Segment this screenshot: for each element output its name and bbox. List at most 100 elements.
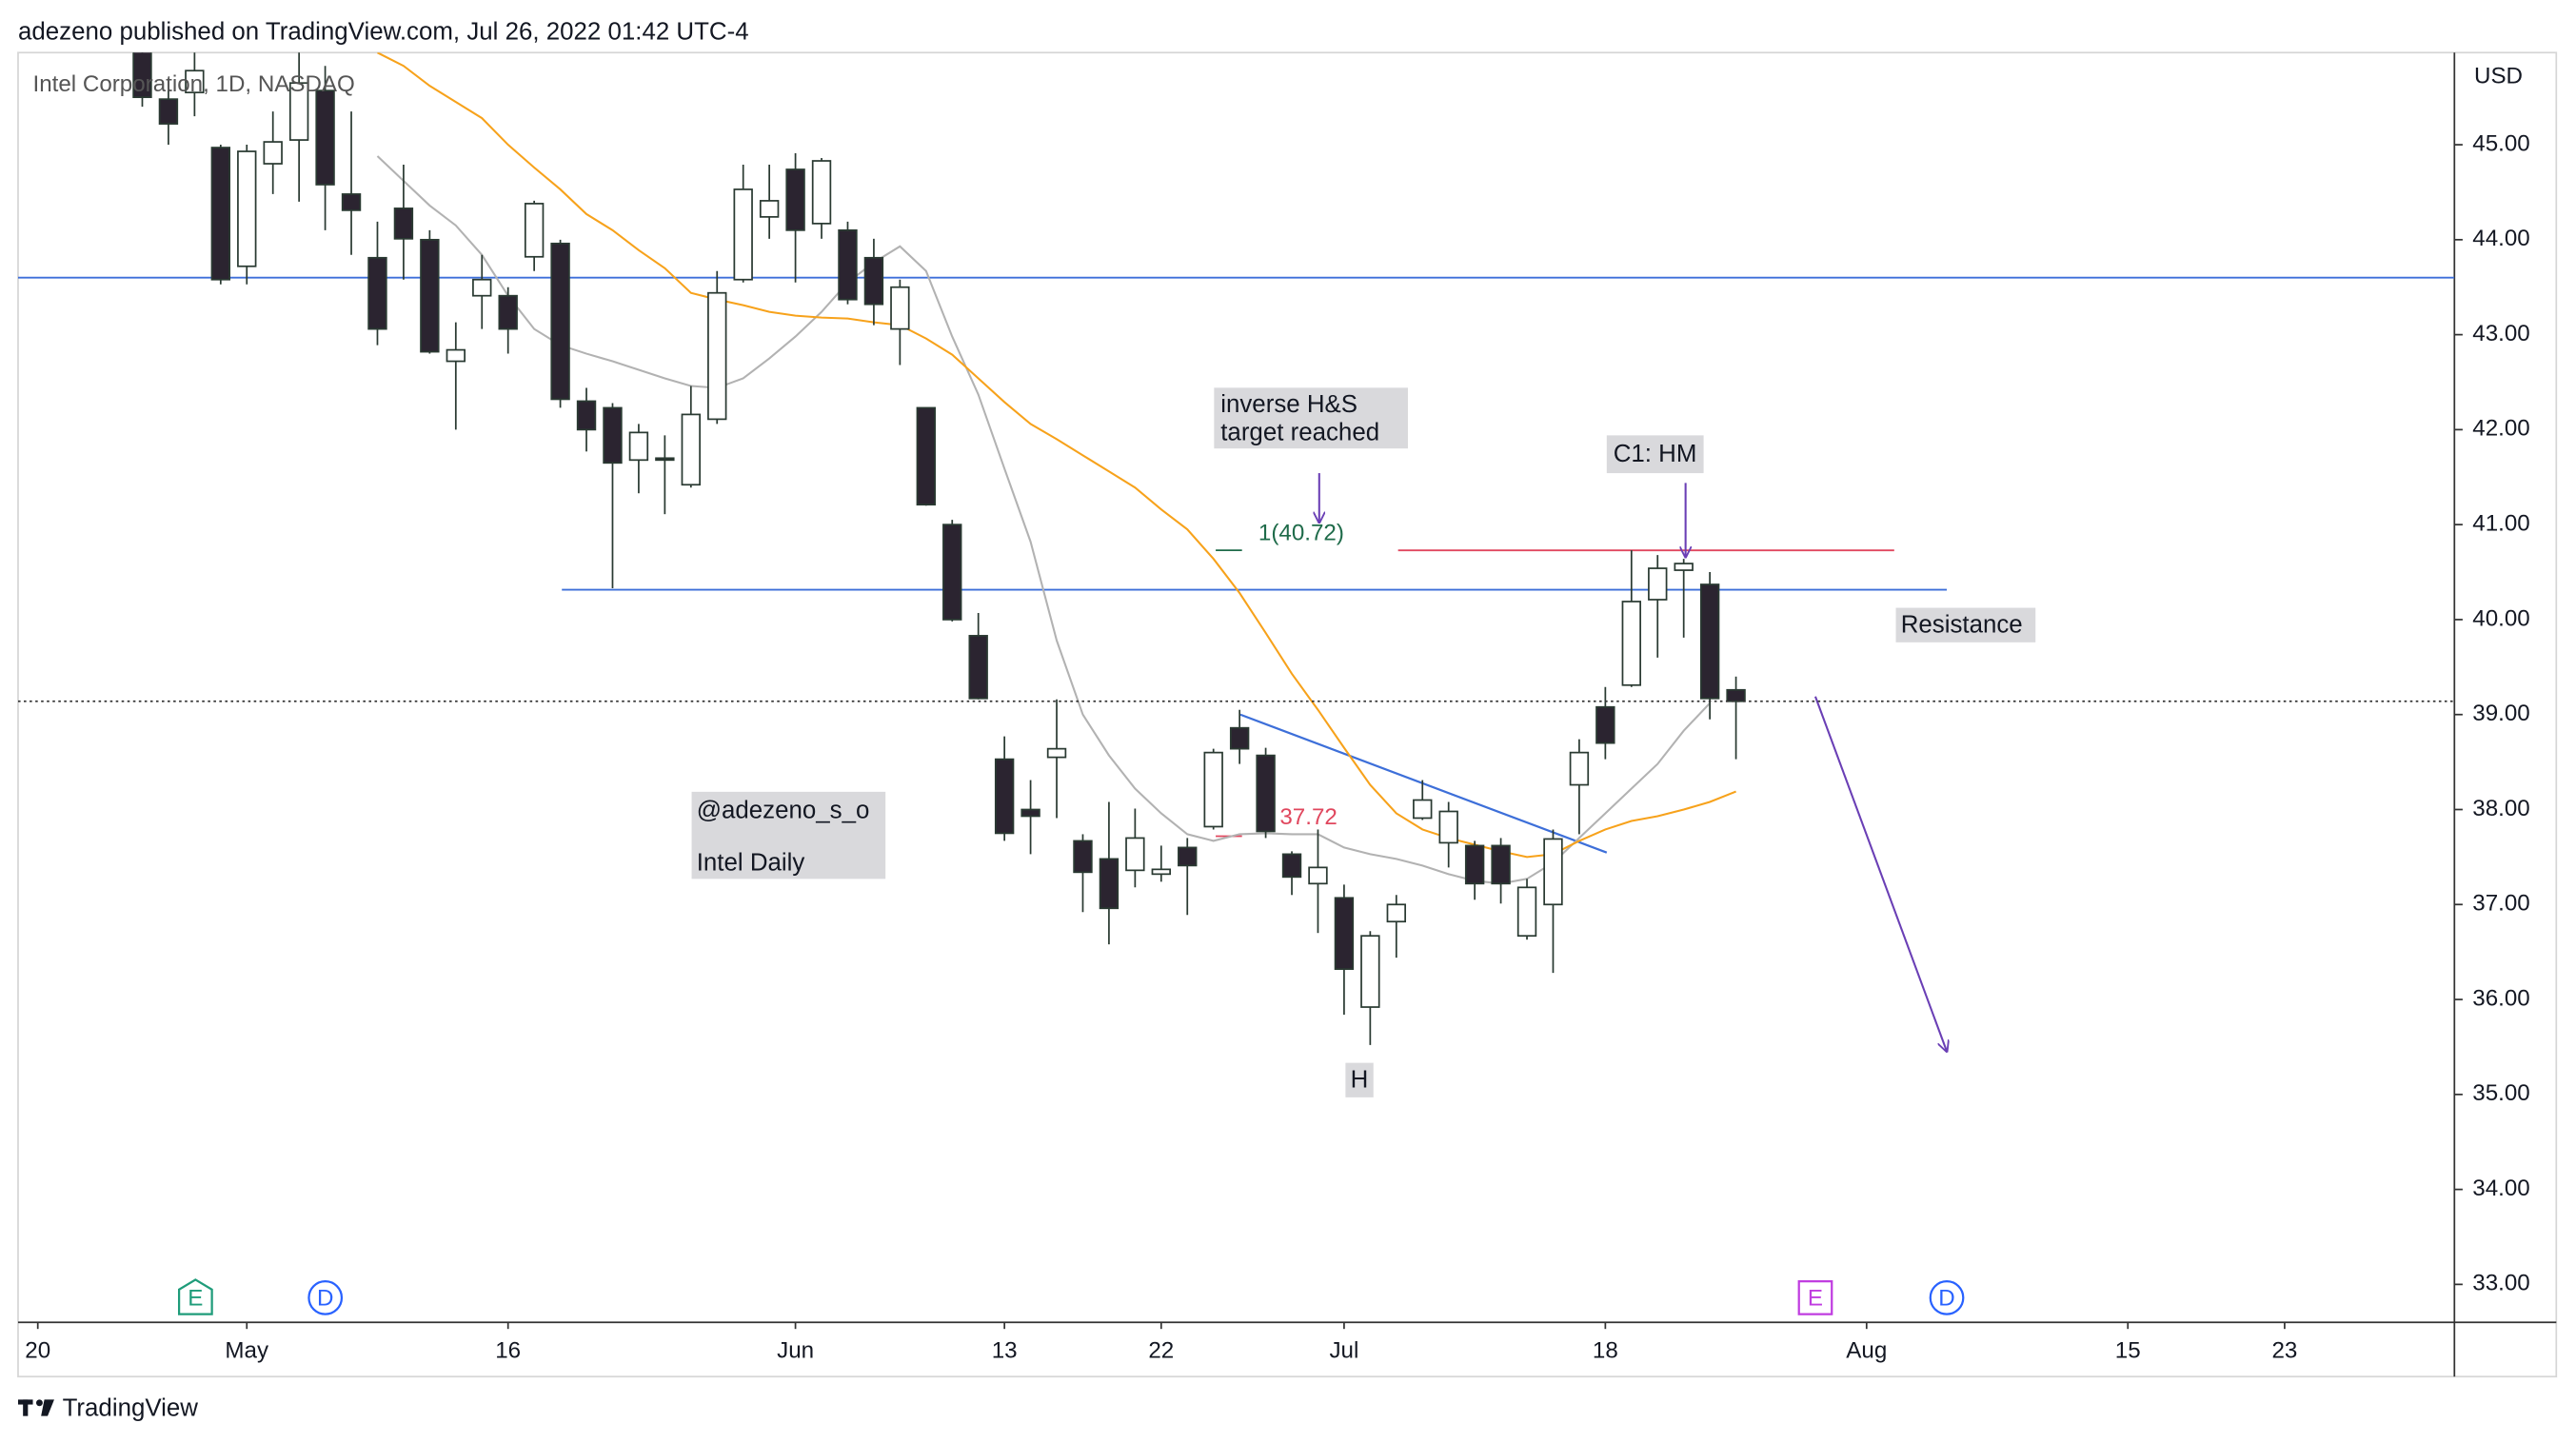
note-box	[1345, 1062, 1374, 1097]
candle-body	[603, 406, 623, 465]
earnings-marker[interactable]	[177, 1278, 213, 1315]
candle-body	[994, 758, 1015, 835]
event-label: D	[1938, 1285, 1954, 1311]
note-box	[1895, 607, 2036, 642]
x-tick-label: Jun	[777, 1338, 814, 1364]
candle-body	[524, 203, 545, 258]
event-label: E	[188, 1285, 203, 1311]
candle-body	[681, 413, 702, 486]
note: @adezeno_s_o	[697, 797, 870, 823]
dividend-marker[interactable]	[307, 1280, 344, 1315]
drawings	[17, 52, 2455, 1051]
fib-label: 1(40.72)	[1258, 520, 1344, 545]
candle-body	[210, 147, 231, 281]
candle-body	[838, 228, 858, 301]
x-tick-label: 23	[2271, 1338, 2297, 1364]
candle-body	[916, 406, 937, 506]
moving-average	[376, 155, 1711, 885]
candle-body	[628, 431, 649, 462]
candle-body	[341, 193, 362, 211]
x-tick-label: May	[225, 1338, 269, 1364]
candle-body	[1621, 601, 1641, 686]
candle-body	[890, 286, 910, 330]
candle-body	[393, 208, 414, 240]
candle-body	[498, 294, 518, 330]
note: H	[1351, 1066, 1369, 1093]
candle-body	[158, 98, 179, 125]
y-tick-label: 34.00	[2472, 1176, 2529, 1201]
candle-body	[1464, 844, 1485, 885]
candle-body	[1726, 688, 1746, 702]
y-tick-label: 37.00	[2472, 891, 2529, 917]
candle-body	[1178, 846, 1198, 867]
candle-body	[367, 256, 387, 330]
candle-body	[707, 291, 727, 421]
x-tick-label: 15	[2115, 1338, 2141, 1364]
earnings-marker[interactable]	[1797, 1280, 1833, 1315]
event-label: E	[1808, 1285, 1823, 1311]
x-tick-label: 20	[25, 1338, 50, 1364]
candle-body	[1595, 705, 1615, 744]
note-box	[1606, 435, 1704, 474]
candle-body	[1281, 853, 1302, 879]
candle-body	[472, 278, 492, 297]
currency: USD	[2474, 64, 2523, 89]
note: Intel Daily	[697, 850, 805, 877]
x-tick-label: Jul	[1329, 1338, 1358, 1364]
candle-body	[1229, 726, 1250, 750]
dividend-marker[interactable]	[1929, 1280, 1965, 1315]
candle-body	[550, 242, 570, 401]
candle-body	[237, 150, 257, 267]
candle-body	[1438, 810, 1458, 844]
candle-body	[655, 457, 675, 462]
x-tick-label: 16	[495, 1338, 521, 1364]
candle-body	[576, 400, 597, 431]
candle-body	[1360, 935, 1380, 1008]
note: Resistance	[1901, 611, 2023, 638]
frame	[17, 51, 2558, 1378]
y-tick-label: 43.00	[2472, 321, 2529, 346]
x-tick-label: 13	[992, 1338, 1018, 1364]
candle-body	[1491, 844, 1511, 885]
candle-body	[315, 89, 335, 186]
candle-body	[1413, 799, 1433, 820]
trend-line	[1239, 713, 1608, 854]
candle-body	[968, 635, 988, 700]
y-tick-label: 45.00	[2472, 130, 2529, 156]
candle-body	[1648, 567, 1668, 601]
candle-body	[288, 82, 309, 141]
x-tick-label: 22	[1148, 1338, 1174, 1364]
candle-body	[1125, 837, 1145, 872]
candle-body	[1699, 583, 1720, 700]
fib-label: 37.72	[1279, 804, 1337, 830]
candle-body	[1203, 751, 1223, 828]
x-tick-label: 18	[1593, 1338, 1618, 1364]
candle-body	[132, 52, 152, 99]
candle-body	[1516, 886, 1537, 938]
y-tick-label: 35.00	[2472, 1080, 2529, 1106]
candle-body	[263, 141, 283, 165]
candle-body	[785, 168, 805, 231]
y-tick-label: 40.00	[2472, 605, 2529, 631]
candle-body	[1256, 754, 1276, 833]
candle-body	[185, 69, 205, 94]
candle-body	[1099, 858, 1120, 910]
candle-body	[1020, 808, 1040, 818]
y-tick-label: 33.00	[2472, 1271, 2529, 1296]
candle-body	[733, 188, 753, 281]
y-tick-label: 36.00	[2472, 985, 2529, 1011]
note: C1: HM	[1614, 441, 1697, 467]
note-box	[1214, 387, 1408, 449]
candle-body	[1543, 838, 1563, 906]
y-tick-label: 41.00	[2472, 511, 2529, 537]
footer-brand: TradingView	[63, 1395, 199, 1422]
logo	[17, 1399, 54, 1416]
candle-body	[863, 256, 884, 306]
y-tick-label: 38.00	[2472, 796, 2529, 821]
note-box	[691, 791, 886, 880]
candle-body	[1569, 751, 1590, 786]
candle-body	[1674, 563, 1694, 571]
note: target reached	[1220, 419, 1379, 445]
